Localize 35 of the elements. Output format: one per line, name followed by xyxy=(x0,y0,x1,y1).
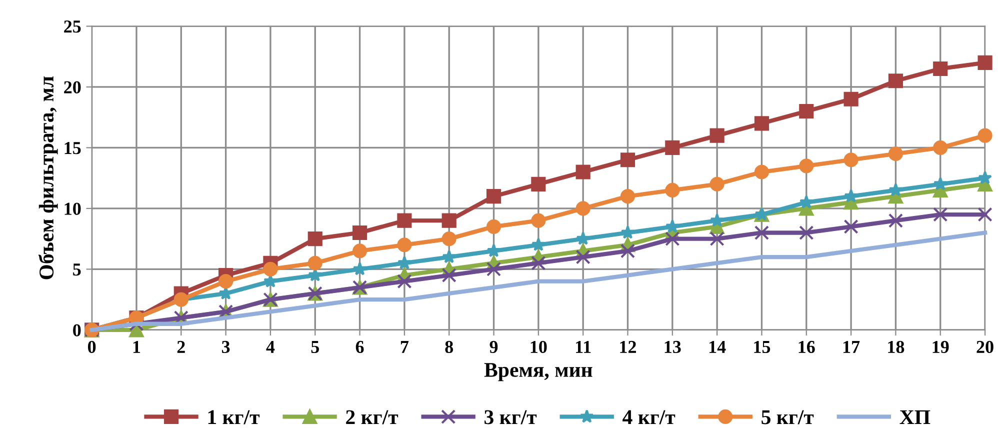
x-axis-title: Время, мин xyxy=(484,363,592,382)
legend-label: 5 кг/т xyxy=(762,410,814,424)
y-tick-label: 20 xyxy=(64,81,81,94)
y-tick-label: 5 xyxy=(73,264,81,276)
x-tick-label: 2 xyxy=(177,340,185,353)
legend-label: 4 кг/т xyxy=(622,410,676,424)
legend-label: ХП xyxy=(900,410,930,424)
x-tick-label: 17 xyxy=(843,340,860,353)
x-tick-label: 1 xyxy=(133,340,140,353)
x-tick-label: 16 xyxy=(798,340,815,354)
x-tick-label: 6 xyxy=(356,340,364,354)
x-tick-label: 3 xyxy=(222,340,230,354)
x-tick-label: 15 xyxy=(754,340,770,354)
legend-label: 1 кг/т xyxy=(208,410,260,424)
y-axis-title: Объем фильтрата, мл xyxy=(38,76,58,280)
x-tick-label: 18 xyxy=(888,340,904,354)
x-tick-label: 5 xyxy=(311,341,319,354)
x-tick-label: 20 xyxy=(976,340,994,354)
x-tick-label: 14 xyxy=(709,340,726,353)
legend-label: 2 кг/т xyxy=(346,410,398,424)
x-tick-label: 10 xyxy=(530,340,547,354)
legend-label: 3 кг/т xyxy=(484,410,537,424)
y-tick-label: 10 xyxy=(64,202,81,215)
x-tick-label: 4 xyxy=(266,340,275,353)
x-tick-label: 13 xyxy=(664,340,681,354)
x-tick-label: 11 xyxy=(576,340,591,353)
y-tick-label: 25 xyxy=(64,20,81,33)
x-tick-label: 0 xyxy=(88,340,96,354)
x-tick-label: 9 xyxy=(490,340,498,354)
x-tick-label: 19 xyxy=(932,340,949,354)
y-tick-label: 0 xyxy=(73,324,81,336)
y-tick-label: 15 xyxy=(64,142,81,154)
x-tick-label: 8 xyxy=(445,340,454,354)
x-tick-label: 7 xyxy=(400,341,409,353)
x-tick-label: 12 xyxy=(620,340,636,353)
